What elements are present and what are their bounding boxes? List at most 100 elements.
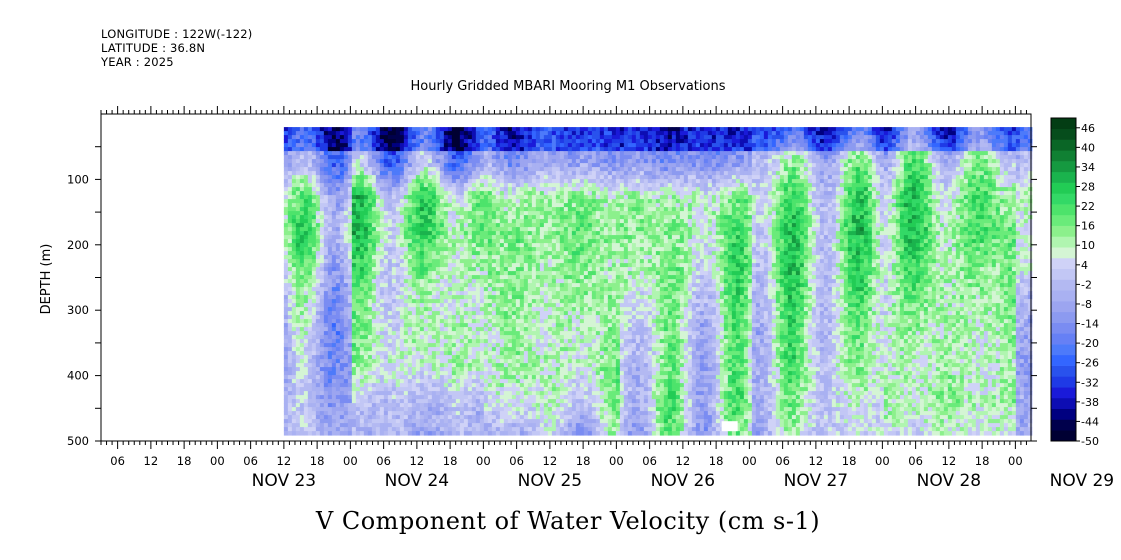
heatmap-cell <box>283 391 289 396</box>
heatmap-cell <box>431 399 437 404</box>
heatmap-cell <box>403 267 409 272</box>
heatmap-cell <box>511 167 517 172</box>
heatmap-cell <box>475 187 481 192</box>
heatmap-cell <box>359 211 365 216</box>
heatmap-cell <box>407 355 413 360</box>
heatmap-cell <box>339 343 345 348</box>
heatmap-cell <box>495 183 501 188</box>
heatmap-cell <box>451 163 457 168</box>
heatmap-cell <box>335 247 341 252</box>
heatmap-cell <box>527 379 533 384</box>
heatmap-cell <box>419 295 425 300</box>
heatmap-cell <box>539 279 545 284</box>
heatmap-cell <box>395 419 401 424</box>
heatmap-cell <box>283 179 289 184</box>
heatmap-cell <box>435 283 441 288</box>
heatmap-cell <box>335 139 341 144</box>
heatmap-cell <box>515 179 521 184</box>
heatmap-cell <box>283 327 289 332</box>
heatmap-cell <box>407 395 413 400</box>
heatmap-cell <box>319 151 325 156</box>
heatmap-cell <box>403 223 409 228</box>
heatmap-cell <box>355 211 361 216</box>
heatmap-cell <box>427 159 433 164</box>
heatmap-cell <box>383 175 389 180</box>
heatmap-cell <box>467 383 473 388</box>
heatmap-cell <box>483 407 489 412</box>
heatmap-cell <box>419 367 425 372</box>
heatmap-cell <box>503 343 509 348</box>
heatmap-cell <box>411 339 417 344</box>
heatmap-cell <box>331 259 337 264</box>
heatmap-cell <box>459 331 465 336</box>
heatmap-cell <box>475 127 481 132</box>
heatmap-cell <box>523 163 529 168</box>
heatmap-cell <box>503 239 509 244</box>
heatmap-cell <box>335 431 341 436</box>
heatmap-cell <box>467 343 473 348</box>
heatmap-cell <box>359 267 365 272</box>
heatmap-cell <box>411 327 417 332</box>
heatmap-cell <box>359 215 365 220</box>
heatmap-cell <box>539 347 545 352</box>
heatmap-cell <box>359 347 365 352</box>
heatmap-cell <box>539 367 545 372</box>
heatmap-cell <box>463 415 469 420</box>
heatmap-cell <box>427 323 433 328</box>
heatmap-cell <box>511 395 517 400</box>
heatmap-cell <box>475 195 481 200</box>
heatmap-cell <box>311 131 317 136</box>
heatmap-cell <box>515 183 521 188</box>
heatmap-cell <box>463 331 469 336</box>
heatmap-cell <box>339 403 345 408</box>
heatmap-cell <box>503 347 509 352</box>
heatmap-cell <box>447 151 453 156</box>
heatmap-cell <box>459 239 465 244</box>
heatmap-cell <box>487 219 493 224</box>
heatmap-cell <box>327 207 333 212</box>
heatmap-cell <box>499 287 505 292</box>
heatmap-cell <box>375 327 381 332</box>
heatmap-cell <box>459 399 465 404</box>
heatmap-cell <box>291 259 297 264</box>
heatmap-cell <box>331 395 337 400</box>
heatmap-cell <box>327 295 333 300</box>
heatmap-cell <box>503 319 509 324</box>
heatmap-cell <box>479 215 485 220</box>
heatmap-cell <box>475 347 481 352</box>
heatmap-cell <box>335 375 341 380</box>
heatmap-cell <box>283 263 289 268</box>
heatmap-cell <box>503 307 509 312</box>
heatmap-cell <box>415 147 421 152</box>
heatmap-cell <box>499 135 505 140</box>
heatmap-cell <box>435 331 441 336</box>
heatmap-cell <box>303 251 309 256</box>
heatmap-cell <box>507 419 513 424</box>
heatmap-cell <box>387 403 393 408</box>
heatmap-cell <box>459 219 465 224</box>
heatmap-cell <box>375 331 381 336</box>
heatmap-cell <box>391 195 397 200</box>
heatmap-cell <box>507 143 513 148</box>
heatmap-cell <box>287 239 293 244</box>
heatmap-cell <box>415 271 421 276</box>
heatmap-cell <box>363 343 369 348</box>
heatmap-cell <box>347 419 353 424</box>
heatmap-cell <box>339 223 345 228</box>
heatmap-cell <box>395 335 401 340</box>
heatmap-cell <box>371 171 377 176</box>
heatmap-cell <box>387 247 393 252</box>
heatmap-cell <box>347 343 353 348</box>
heatmap-cell <box>419 275 425 280</box>
heatmap-cell <box>487 155 493 160</box>
heatmap-cell <box>539 155 545 160</box>
heatmap-cell <box>327 339 333 344</box>
heatmap-cell <box>407 223 413 228</box>
heatmap-cell <box>479 135 485 140</box>
heatmap-cell <box>283 243 289 248</box>
heatmap-cell <box>515 407 521 412</box>
heatmap-cell <box>311 315 317 320</box>
heatmap-cell <box>339 215 345 220</box>
heatmap-cell <box>299 415 305 420</box>
latitude-label: LATITUDE : 36.8N <box>101 41 206 55</box>
